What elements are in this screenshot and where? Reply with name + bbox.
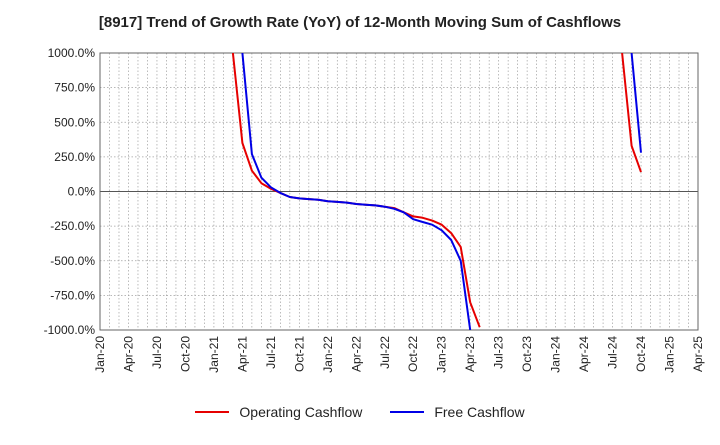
x-tick-label: Jul-20 [150, 336, 164, 369]
x-tick-label: Oct-24 [634, 336, 648, 372]
x-tick-label: Jan-22 [321, 336, 335, 373]
x-tick-label: Jul-23 [492, 336, 506, 369]
series-group [231, 53, 642, 330]
y-tick-label: -250.0% [50, 219, 95, 233]
legend-swatch-free [390, 411, 425, 413]
legend-label-operating: Operating Cashflow [239, 404, 363, 420]
y-tick-label: 0.0% [68, 185, 96, 199]
legend-item-free: Free Cashflow [390, 404, 525, 420]
operating-cashflow-line-2 [621, 53, 642, 173]
x-tick-label: Apr-25 [691, 336, 705, 372]
x-tick-label: Oct-20 [178, 336, 192, 372]
x-tick-label: Jul-22 [378, 336, 392, 369]
y-tick-label: -500.0% [50, 254, 95, 268]
x-tick-label: Apr-24 [577, 336, 591, 372]
x-tick-label: Jan-25 [663, 336, 677, 373]
x-tick-label: Oct-23 [520, 336, 534, 372]
x-tick-label: Oct-22 [406, 336, 420, 372]
x-tick-label: Oct-21 [292, 336, 306, 372]
x-tick-label: Jan-23 [435, 336, 449, 373]
legend-label-free: Free Cashflow [434, 404, 525, 420]
y-tick-label: -750.0% [50, 288, 95, 302]
free-cashflow-line-3 [630, 53, 642, 153]
legend: Operating Cashflow Free Cashflow [0, 404, 720, 420]
x-tick-label: Apr-23 [463, 336, 477, 372]
x-tick-label: Jul-21 [264, 336, 278, 369]
plot-frame [99, 52, 699, 331]
x-tick-label: Jan-20 [93, 336, 107, 373]
x-tick-label: Jan-21 [207, 336, 221, 373]
x-tick-label: Apr-22 [349, 336, 363, 372]
x-tick-label: Apr-21 [235, 336, 249, 372]
x-tick-label: Jul-24 [606, 336, 620, 369]
legend-swatch-operating [195, 411, 230, 413]
y-tick-label: 1000.0% [48, 46, 96, 60]
y-tick-label: 250.0% [54, 150, 95, 164]
free-cashflow-line-1 [241, 53, 472, 330]
chart-title: [8917] Trend of Growth Rate (YoY) of 12-… [98, 14, 622, 31]
x-tick-label: Jan-24 [549, 336, 563, 373]
x-tick-label: Apr-20 [121, 336, 135, 372]
y-tick-label: 500.0% [54, 115, 95, 129]
legend-item-operating: Operating Cashflow [195, 404, 362, 420]
y-tick-label: -1000.0% [44, 323, 96, 337]
y-tick-label: 750.0% [54, 81, 95, 95]
